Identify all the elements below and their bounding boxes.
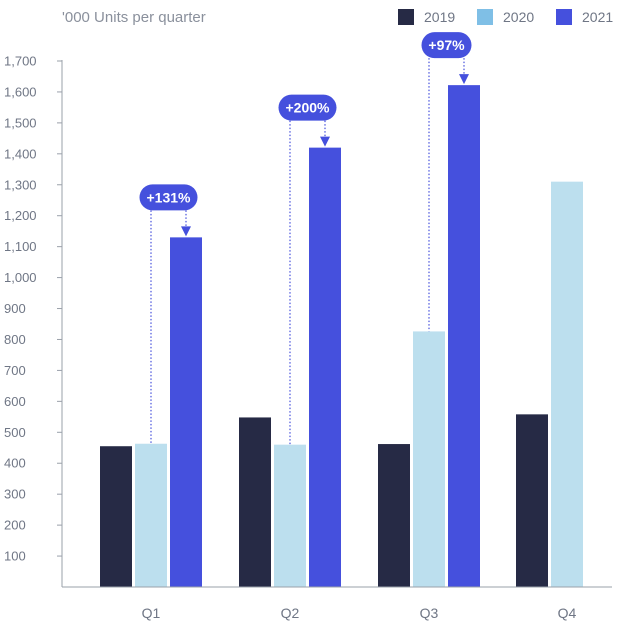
growth-annotation-q1: +131% — [139, 184, 198, 444]
legend-swatch-2019 — [398, 9, 414, 25]
x-tick-label-q2: Q2 — [281, 605, 300, 621]
legend-label-2021: 2021 — [582, 9, 613, 25]
legend: '000 Units per quarter 2019 2020 2021 — [62, 9, 613, 26]
y-tick-label-700: 700 — [4, 363, 26, 378]
legend-swatch-2021 — [556, 9, 572, 25]
bar-q4-2020 — [551, 181, 583, 587]
arrow-down-icon — [320, 136, 330, 147]
y-axis: 100 200 300 400 500 600 700 800 900 1,000 1,100 1,2… — [4, 54, 63, 587]
y-tick-label-1200: 1,200 — [4, 208, 37, 223]
legend-swatch-2020 — [477, 9, 493, 25]
y-tick-label-1100: 1,100 — [4, 239, 37, 254]
legend-label-2019: 2019 — [424, 9, 455, 25]
x-tick-label-q1: Q1 — [142, 605, 161, 621]
annotation-label: +200% — [286, 100, 331, 116]
arrow-down-icon — [459, 74, 469, 85]
bar-q3-2019 — [378, 444, 410, 587]
y-tick-label-1700: 1,700 — [4, 54, 37, 69]
arrow-down-icon — [181, 226, 191, 237]
chart-subtitle: '000 Units per quarter — [62, 9, 206, 26]
y-tick-label-600: 600 — [4, 394, 26, 409]
legend-label-2020: 2020 — [503, 9, 534, 25]
x-tick-label-q3: Q3 — [420, 605, 439, 621]
y-tick-label-1600: 1,600 — [4, 84, 37, 99]
bar-q1-2021 — [170, 237, 202, 588]
bar-q1-2020 — [135, 443, 167, 587]
y-tick-label-1500: 1,500 — [4, 115, 37, 130]
annotation-label: +97% — [428, 37, 465, 53]
y-tick-label-300: 300 — [4, 487, 26, 502]
y-tick-label-800: 800 — [4, 332, 26, 347]
growth-annotation-q3: +97% — [421, 32, 472, 332]
bar-q2-2019 — [239, 417, 271, 587]
annotations: +131% +200% +97% — [139, 32, 472, 445]
bar-q2-2021 — [309, 147, 341, 587]
bar-q4-2019 — [516, 414, 548, 587]
y-tick-label-1300: 1,300 — [4, 177, 37, 192]
x-tick-label-q4: Q4 — [558, 605, 577, 621]
annotation-pill — [139, 184, 198, 211]
annotation-pill — [278, 94, 337, 121]
bar-q3-2021 — [448, 85, 480, 587]
x-axis: Q1 Q2 Q3 Q4 — [62, 586, 612, 621]
y-tick-label-100: 100 — [4, 549, 26, 564]
annotation-label: +131% — [147, 189, 192, 205]
bars — [100, 85, 583, 588]
bar-q2-2020 — [274, 444, 306, 587]
bar-q1-2019 — [100, 446, 132, 587]
y-tick-label-1000: 1,000 — [4, 270, 37, 285]
growth-annotation-q2: +200% — [278, 94, 337, 445]
bar-q3-2020 — [413, 331, 445, 587]
y-tick-label-200: 200 — [4, 518, 26, 533]
y-tick-label-1400: 1,400 — [4, 146, 37, 161]
y-tick-label-400: 400 — [4, 456, 26, 471]
annotation-pill — [421, 32, 472, 59]
y-tick-label-900: 900 — [4, 301, 26, 316]
y-tick-label-500: 500 — [4, 425, 26, 440]
